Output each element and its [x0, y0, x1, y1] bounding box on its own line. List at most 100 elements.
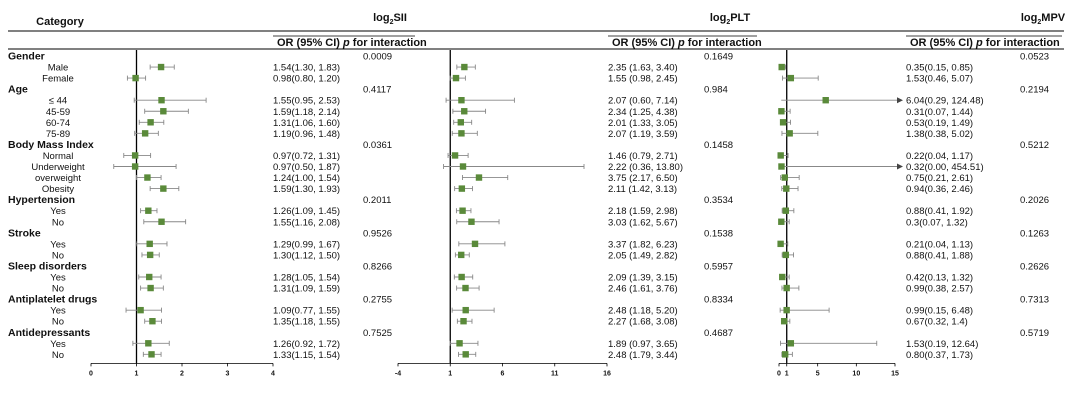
or-point	[132, 74, 139, 82]
or-ci-text: 0.3(0.07, 1.32)	[906, 217, 968, 228]
or-point	[471, 240, 479, 248]
or-ci-text: 1.24(1.00, 1.54)	[273, 173, 340, 184]
category-label: Antidepressants	[8, 327, 90, 339]
subgroup-label: Underweight	[31, 162, 85, 173]
or-ci-text: 0.22(0.04, 1.17)	[906, 151, 973, 162]
panel-title-3: log2MPV	[1021, 12, 1066, 26]
or-point	[783, 185, 790, 192]
or-ci-text: 1.31(1.06, 1.60)	[273, 118, 340, 129]
or-point	[131, 152, 139, 159]
subgroup-label: Male	[48, 63, 69, 74]
or-point	[158, 218, 165, 225]
p-interaction-value: 0.3534	[704, 195, 733, 206]
or-point	[822, 97, 829, 104]
or-point	[778, 108, 785, 115]
or-point	[778, 63, 785, 71]
x-tick-label-3: 1	[785, 370, 789, 377]
or-point	[777, 152, 784, 159]
p-interaction-value: 0.0523	[1020, 52, 1049, 63]
or-point	[147, 284, 154, 292]
or-ci-text: 2.11 (1.42, 3.13)	[608, 184, 677, 195]
p-interaction-value: 0.7313	[1020, 295, 1049, 306]
subgroup-label: overweight	[35, 173, 81, 184]
p-interaction-value: 0.1458	[704, 140, 733, 151]
subgroup-label: Yes	[50, 273, 66, 284]
or-point	[780, 318, 788, 325]
or-ci-text: 1.09(0.77, 1.55)	[273, 306, 340, 317]
or-ci-text: 0.94(0.36, 2.46)	[906, 184, 973, 195]
or-ci-text: 2.35 (1.63, 3.40)	[608, 63, 678, 74]
panel-subheader-3: OR (95% CI) p for interaction	[910, 37, 1060, 49]
or-point	[787, 340, 795, 347]
or-ci-text: 2.05 (1.49, 2.82)	[608, 250, 678, 261]
x-tick-label-2: 1	[448, 370, 452, 377]
subgroup-label: Yes	[50, 239, 66, 250]
or-ci-text: 1.28(1.05, 1.54)	[273, 273, 340, 284]
subgroup-label: 60-74	[46, 118, 70, 129]
x-tick-label-1: 1	[135, 370, 139, 377]
or-point	[786, 130, 793, 137]
p-interaction-value: 0.984	[704, 85, 728, 96]
or-point	[131, 163, 139, 170]
or-point	[458, 130, 465, 137]
or-ci-text: 3.03 (1.62, 5.67)	[608, 217, 678, 228]
or-ci-text: 0.80(0.37, 1.73)	[906, 350, 973, 361]
p-interaction-value: 0.5957	[704, 261, 733, 272]
category-label: Gender	[8, 51, 45, 63]
or-point	[158, 97, 165, 104]
category-label: Body Mass Index	[8, 139, 94, 151]
or-point	[144, 174, 151, 181]
or-ci-text: 0.99(0.15, 6.48)	[906, 306, 973, 317]
subgroup-label: Yes	[50, 206, 66, 217]
or-ci-text: 1.33(1.15, 1.54)	[273, 350, 340, 361]
or-point	[145, 340, 152, 347]
x-tick-label-3: 5	[816, 370, 820, 377]
or-point	[146, 251, 154, 259]
or-ci-text: 2.34 (1.25, 4.38)	[608, 107, 678, 118]
or-ci-text: 1.55(1.16, 2.08)	[273, 217, 340, 228]
or-point	[475, 174, 483, 181]
or-point	[458, 185, 466, 192]
p-interaction-value: 0.1538	[704, 228, 733, 239]
category-header: Category	[36, 16, 85, 28]
or-point	[777, 240, 784, 248]
or-point	[141, 130, 149, 137]
panel-subheader-1: OR (95% CI) p for interaction	[277, 37, 427, 49]
or-ci-text: 0.42(0.13, 1.32)	[906, 273, 973, 284]
or-point	[782, 251, 790, 259]
p-interaction-value: 0.0009	[363, 52, 392, 63]
or-point	[146, 273, 153, 281]
or-ci-text: 0.88(0.41, 1.88)	[906, 250, 973, 261]
ci-arrow	[897, 97, 903, 104]
p-interaction-value: 0.4687	[704, 328, 733, 339]
or-ci-text: 1.46 (0.79, 2.71)	[608, 151, 678, 162]
or-ci-text: 1.38(0.38, 5.02)	[906, 129, 973, 140]
or-ci-text: 0.97(0.72, 1.31)	[273, 151, 340, 162]
p-interaction-value: 0.2626	[1020, 261, 1049, 272]
or-point	[459, 207, 466, 214]
p-interaction-value: 0.4117	[363, 85, 391, 96]
subgroup-label: No	[52, 350, 64, 361]
subgroup-label: No	[52, 250, 64, 261]
or-ci-text: 2.07 (0.60, 7.14)	[608, 96, 678, 107]
x-tick-label-1: 4	[271, 370, 275, 377]
or-ci-text: 2.48 (1.79, 3.44)	[608, 350, 678, 361]
or-ci-text: 2.27 (1.68, 3.08)	[608, 317, 678, 328]
p-interaction-value: 0.1649	[704, 52, 733, 63]
or-ci-text: 0.21(0.04, 1.13)	[906, 239, 973, 250]
subgroup-label: Female	[42, 74, 74, 85]
or-ci-text: 6.04(0.29, 124.48)	[906, 96, 984, 107]
or-point	[461, 63, 468, 71]
category-label: Hypertension	[8, 194, 75, 206]
or-point	[783, 306, 790, 314]
panel-title-2: log2PLT	[710, 12, 751, 26]
ci-arrow	[897, 163, 903, 170]
subgroup-label: No	[52, 217, 64, 228]
subgroup-label: 75-89	[46, 129, 70, 140]
or-point	[137, 306, 144, 314]
or-ci-text: 1.59(1.18, 2.14)	[273, 107, 340, 118]
or-ci-text: 0.97(0.50, 1.87)	[273, 162, 340, 173]
or-point	[458, 251, 465, 259]
p-interaction-value: 0.2194	[1020, 85, 1049, 96]
subgroup-label: Yes	[50, 339, 66, 350]
